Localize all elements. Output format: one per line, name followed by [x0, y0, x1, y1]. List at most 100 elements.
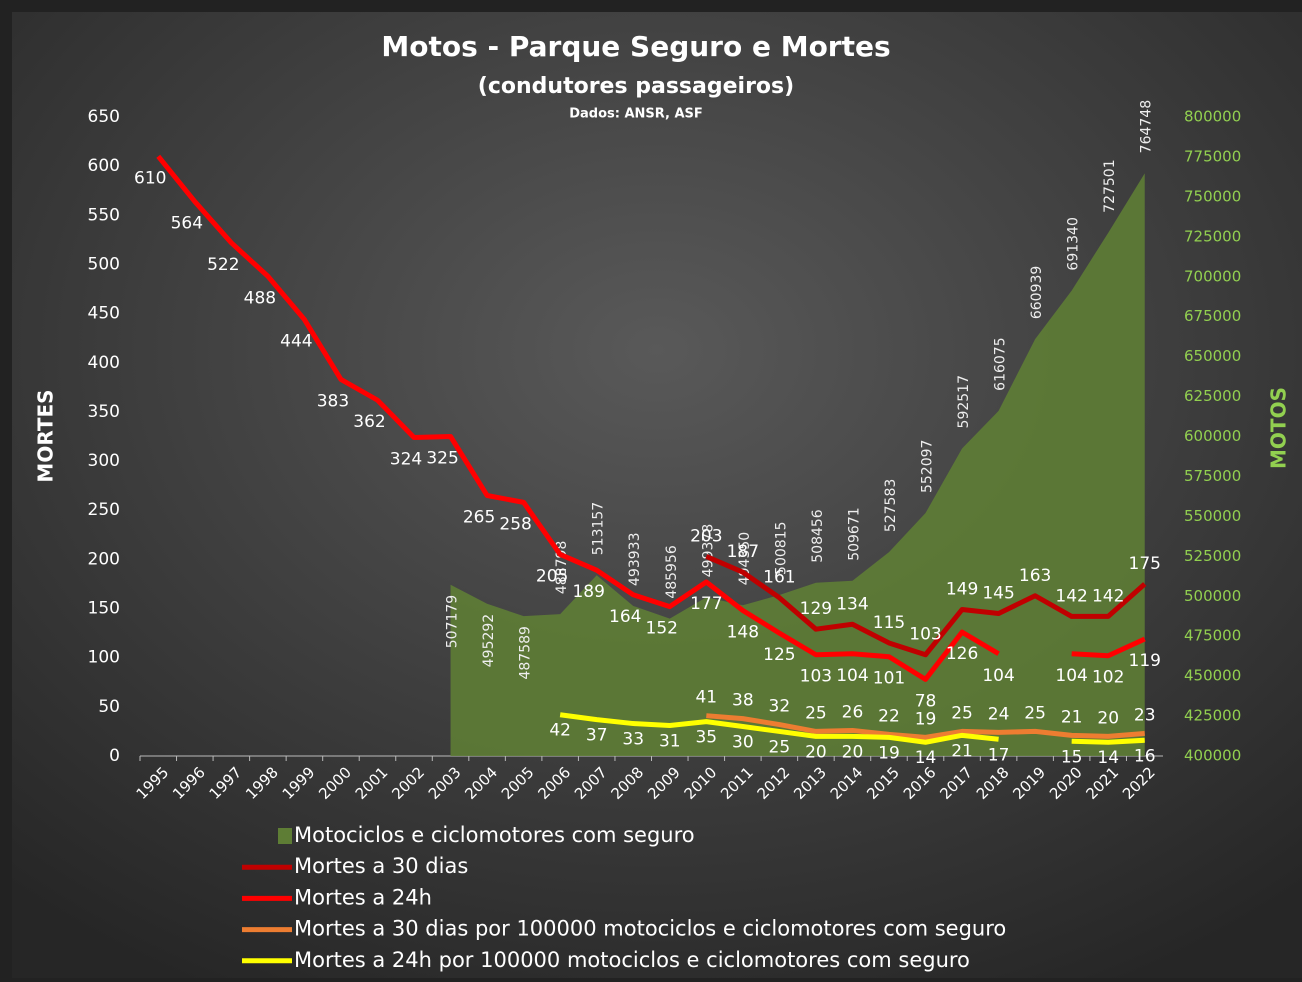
data-label: 38 [732, 691, 754, 711]
data-label: 187 [727, 542, 759, 562]
data-label: 522 [207, 255, 239, 275]
data-label: 25 [769, 737, 791, 757]
data-label: 119 [1129, 651, 1161, 671]
data-label: 25 [951, 703, 973, 723]
data-label: 205 [536, 566, 568, 586]
data-label: 20 [805, 742, 827, 762]
data-label: 24 [988, 704, 1010, 724]
data-label: 362 [353, 412, 385, 432]
data-label: 148 [727, 623, 759, 643]
data-label: 189 [572, 582, 604, 602]
data-label: 25 [1024, 703, 1046, 723]
legend-swatch [278, 828, 292, 844]
y2-tick-label: 625000 [1184, 387, 1241, 405]
y2-tick-label: 775000 [1184, 147, 1241, 165]
data-label: 102 [1092, 668, 1124, 688]
data-label: 495292 [481, 614, 497, 667]
data-label: 101 [873, 669, 905, 689]
data-label: 444 [280, 332, 312, 352]
data-label: 19 [878, 743, 900, 763]
data-label: 35 [695, 728, 717, 748]
data-label: 564 [171, 214, 203, 234]
data-label: 508456 [810, 509, 826, 563]
source: Dados: ANSR, ASF [569, 107, 703, 122]
y2-axis-label: MOTOS [1267, 387, 1291, 469]
y-tick-label: 250 [88, 500, 120, 520]
y-tick-label: 600 [88, 156, 120, 176]
data-label: 383 [317, 391, 349, 411]
y2-tick-label: 525000 [1184, 547, 1241, 565]
data-label: 115 [873, 613, 905, 633]
y-tick-label: 0 [109, 746, 120, 766]
data-label: 660939 [1029, 266, 1045, 319]
y2-tick-label: 550000 [1184, 507, 1241, 525]
data-label: 78 [915, 691, 937, 711]
data-label: 485956 [664, 545, 680, 599]
data-label: 42 [549, 721, 571, 741]
y-tick-label: 550 [88, 205, 120, 225]
data-label: 25 [805, 703, 827, 723]
data-label: 14 [915, 748, 937, 768]
data-label: 164 [609, 607, 641, 627]
data-label: 14 [1097, 748, 1119, 768]
y-tick-label: 500 [88, 254, 120, 274]
y2-tick-label: 475000 [1184, 627, 1241, 645]
y2-tick-label: 400000 [1184, 747, 1241, 765]
y-tick-label: 150 [88, 599, 120, 619]
data-label: 764748 [1139, 100, 1155, 153]
data-label: 20 [842, 742, 864, 762]
data-label: 509671 [846, 507, 862, 560]
data-label: 149 [946, 580, 978, 600]
data-label: 152 [646, 619, 678, 639]
data-label: 16 [1134, 746, 1156, 766]
line [706, 713, 1145, 740]
data-label: 33 [622, 730, 644, 750]
data-label: 324 [390, 449, 422, 469]
y2-tick-label: 425000 [1184, 707, 1241, 725]
data-label: 104 [836, 666, 868, 686]
y-tick-label: 400 [88, 353, 120, 373]
data-label: 592517 [956, 375, 972, 428]
data-label: 30 [732, 733, 754, 753]
data-label: 145 [982, 583, 1014, 603]
y-tick-label: 200 [88, 549, 120, 569]
chart-title: Motos - Parque Seguro e Mortes [381, 30, 890, 63]
y2-tick-label: 700000 [1184, 267, 1241, 285]
data-label: 203 [690, 526, 722, 546]
y-tick-label: 650 [88, 107, 120, 127]
legend-label: Mortes a 30 dias por 100000 motociclos e… [294, 917, 1006, 941]
data-label: 104 [1055, 666, 1087, 686]
y2-tick-label: 750000 [1184, 187, 1241, 205]
data-label: 104 [982, 666, 1014, 686]
y2-tick-label: 650000 [1184, 347, 1241, 365]
y-tick-label: 100 [88, 648, 120, 668]
data-label: 691340 [1066, 217, 1082, 270]
y-tick-label: 450 [88, 304, 120, 324]
data-label: 552097 [920, 440, 936, 493]
data-label: 527583 [883, 479, 899, 532]
data-label: 20 [1097, 708, 1119, 728]
data-label: 23 [1134, 705, 1156, 725]
data-label: 500815 [773, 521, 789, 574]
chart-subtitle: (condutores passageiros) [478, 74, 794, 99]
data-label: 19 [915, 709, 937, 729]
y-tick-label: 350 [88, 402, 120, 422]
data-label: 487589 [518, 626, 534, 679]
data-label: 129 [800, 599, 832, 619]
data-label: 22 [878, 706, 900, 726]
data-label: 31 [659, 732, 681, 752]
data-label: 493933 [627, 532, 643, 585]
data-label: 142 [1092, 586, 1124, 606]
data-label: 177 [690, 594, 722, 614]
data-label: 513157 [591, 502, 607, 555]
data-label: 21 [1061, 707, 1083, 727]
data-label: 325 [426, 449, 458, 469]
legend-label: Mortes a 24h por 100000 motociclos e cic… [294, 948, 970, 972]
y2-tick-label: 800000 [1184, 108, 1241, 126]
data-label: 258 [499, 514, 531, 534]
y2-tick-label: 675000 [1184, 307, 1241, 325]
data-label: 142 [1055, 586, 1087, 606]
line [559, 712, 1145, 745]
data-label: 32 [769, 697, 791, 717]
